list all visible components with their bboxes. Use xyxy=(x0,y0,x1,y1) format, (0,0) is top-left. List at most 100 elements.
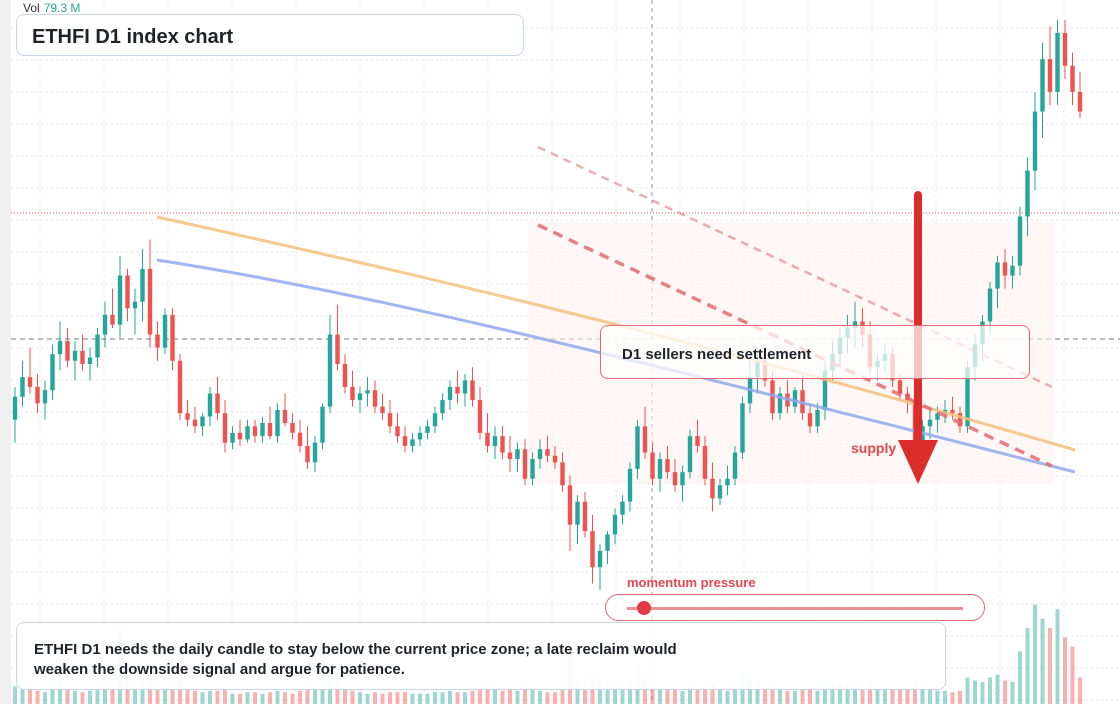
volume-bar xyxy=(388,692,392,704)
candle-body xyxy=(162,314,168,348)
volume-label-text: Vol xyxy=(23,1,40,15)
volume-bar xyxy=(343,689,347,704)
candle-body xyxy=(117,275,123,325)
sellers-callout[interactable]: D1 sellers need settlement xyxy=(600,325,1030,379)
volume-bar xyxy=(170,686,175,704)
volume-bar xyxy=(718,689,722,704)
volume-bar xyxy=(1055,609,1060,704)
candle-body xyxy=(237,432,243,440)
volume-bar xyxy=(583,686,587,704)
candle-body xyxy=(372,390,378,407)
volume-bar xyxy=(710,683,715,704)
volume-bar xyxy=(463,692,467,704)
volume-bar xyxy=(95,687,100,704)
candle-body xyxy=(185,413,190,420)
volume-value: 79.3 M xyxy=(43,1,81,15)
volume-bar xyxy=(980,681,985,704)
volume-bar xyxy=(20,689,25,704)
volume-bar xyxy=(380,693,385,704)
lower-trendline xyxy=(537,223,1053,468)
candle-body xyxy=(950,409,955,414)
candle-body xyxy=(927,419,933,427)
volume-bar xyxy=(860,686,865,704)
candle-body xyxy=(605,534,610,551)
volume-bar xyxy=(733,686,737,704)
candle-body xyxy=(27,377,33,387)
chart-title-box: ETHFI D1 index chart xyxy=(16,14,524,56)
volume-bar xyxy=(823,683,827,704)
volume-bar xyxy=(688,686,692,704)
volume-bar xyxy=(650,684,655,704)
volume-bar xyxy=(35,690,40,704)
candle-body xyxy=(222,413,228,443)
candle-body xyxy=(380,406,385,414)
candle-body xyxy=(87,357,93,364)
candle-body xyxy=(200,416,205,427)
volume-bar xyxy=(575,681,580,704)
volume-bar xyxy=(973,680,977,704)
candle-body xyxy=(1032,111,1038,171)
candle-body xyxy=(500,436,505,453)
volume-bar xyxy=(508,689,512,704)
momentum-pressure-slider[interactable] xyxy=(605,594,985,621)
volume-bar xyxy=(1003,680,1007,704)
candle-body xyxy=(365,390,370,394)
candle-body xyxy=(987,288,993,322)
candle-body xyxy=(477,400,483,433)
volume-bar xyxy=(785,690,790,704)
volume-bar xyxy=(628,680,632,704)
candle-body xyxy=(1047,59,1053,92)
volume-bar xyxy=(1025,627,1030,704)
candle-body xyxy=(995,262,1000,289)
candle-body xyxy=(65,341,70,361)
candle-body xyxy=(492,436,498,446)
volume-bar xyxy=(605,684,610,704)
momentum-pressure-knob[interactable] xyxy=(636,601,651,615)
candle-body xyxy=(350,386,355,401)
volume-bar xyxy=(500,690,505,704)
candle-body xyxy=(792,390,798,407)
volume-bar xyxy=(770,686,775,704)
candle-body xyxy=(897,380,903,394)
volume-bar xyxy=(290,693,295,704)
candle-body xyxy=(155,334,160,348)
candle-body xyxy=(597,550,603,568)
volume-bar xyxy=(305,686,310,704)
volume-bar xyxy=(358,692,362,704)
volume-bar xyxy=(853,686,857,704)
candle-body xyxy=(312,442,318,463)
volume-bar xyxy=(103,684,107,704)
volume-bar xyxy=(485,686,490,704)
volume-bar xyxy=(65,689,70,704)
volume-bar xyxy=(1033,604,1037,704)
volume-bar xyxy=(208,690,212,704)
candle-body xyxy=(672,472,678,486)
volume-bar xyxy=(545,692,550,704)
volume-bar xyxy=(890,687,895,704)
candle-body xyxy=(522,449,528,479)
candle-body xyxy=(177,360,183,414)
candle-body xyxy=(395,426,400,437)
volume-bar xyxy=(440,692,445,704)
upper-trendline xyxy=(537,145,1053,389)
candle-body xyxy=(192,419,198,427)
volume-bar xyxy=(403,692,407,704)
candle-body xyxy=(260,423,265,437)
candle-body xyxy=(905,393,910,401)
volume-bar xyxy=(223,689,227,704)
candle-body xyxy=(582,501,588,532)
candle-body xyxy=(447,386,453,401)
trendlines[interactable] xyxy=(537,145,1053,468)
volume-bar xyxy=(283,692,287,704)
candle-body xyxy=(620,501,625,515)
volume-bar xyxy=(238,693,242,704)
candle-body xyxy=(1077,91,1083,112)
candle-body xyxy=(170,314,175,361)
volume-bar xyxy=(778,689,782,704)
candle-body xyxy=(815,409,820,427)
volume-bar xyxy=(590,677,595,704)
candle-body xyxy=(110,314,115,325)
volume-bar xyxy=(793,690,797,704)
candle-body xyxy=(642,426,648,453)
candle-body xyxy=(687,436,693,473)
